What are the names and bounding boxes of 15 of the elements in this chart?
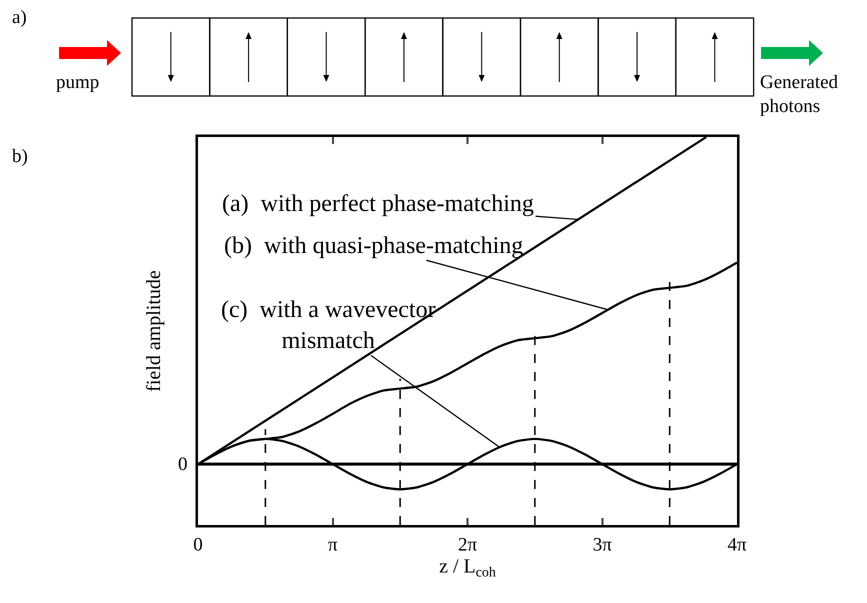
text: a) [12, 6, 27, 30]
x-tick-label: π [328, 534, 338, 556]
annotation: (b) with quasi-phase-matching [224, 233, 524, 259]
annotation: (c) with a wavevector mismatch [221, 297, 436, 354]
x-axis-title: z / L$_{coh}$ [439, 555, 496, 580]
text: Generated photons [760, 71, 840, 119]
x-tick-label: 3π [592, 534, 612, 556]
x-tick-label: 4π [727, 534, 747, 556]
text: b) [12, 145, 28, 169]
ref-line-label: 0 [178, 454, 188, 475]
annotation: (a) with perfect phase-matching [222, 191, 534, 217]
y-axis-title: field amplitude [142, 270, 165, 392]
x-tick-label: 2π [458, 534, 478, 556]
text: pump [56, 71, 100, 95]
x-tick-label: 0 [193, 534, 203, 556]
